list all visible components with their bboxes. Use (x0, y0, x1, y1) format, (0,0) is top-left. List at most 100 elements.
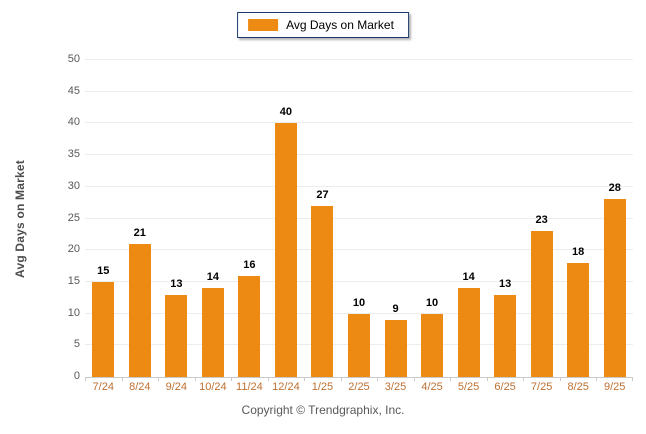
bar-cell: 15 (85, 60, 122, 377)
x-tick (304, 377, 306, 381)
x-tick-label: 7/24 (92, 381, 114, 393)
x-tick (85, 377, 86, 381)
bar (347, 313, 370, 377)
bar (530, 231, 553, 377)
bar (567, 262, 590, 377)
bar-value-label: 9 (392, 302, 399, 315)
x-tick (121, 377, 123, 381)
bar-value-label: 40 (279, 106, 293, 119)
gridline (85, 185, 633, 187)
y-tick-label: 20 (67, 243, 80, 256)
bar-cell: 40 (268, 60, 305, 377)
bar-cell: 10 (341, 60, 378, 377)
x-tick-label: 7/25 (530, 381, 553, 393)
bar-series: 15 21 13 14 16 40 27 10 9 10 14 13 23 18 28 (85, 60, 633, 377)
x-tick (377, 377, 379, 381)
bar-cell: 16 (231, 60, 268, 377)
legend-label: Avg Days on Market (286, 18, 394, 32)
bar-value-label: 10 (425, 296, 439, 309)
y-tick-label: 10 (67, 306, 80, 319)
bar (311, 205, 334, 377)
y-tick-label: 25 (67, 211, 80, 224)
bar-cell: 18 (560, 60, 597, 377)
y-tick-label: 50 (67, 53, 80, 65)
x-tick (486, 377, 488, 381)
gridline (85, 59, 633, 60)
legend: Avg Days on Market (237, 12, 409, 38)
gridline (85, 217, 633, 219)
bar (274, 123, 297, 377)
y-tick-label: 35 (67, 148, 80, 161)
bar-value-label: 14 (462, 271, 475, 284)
bar-value-label: 23 (535, 214, 548, 227)
y-tick-label: 0 (73, 370, 80, 382)
gridline (85, 249, 633, 251)
bar-cell: 9 (377, 60, 414, 377)
x-tick (450, 377, 452, 381)
bar (603, 199, 626, 377)
x-tick-label: 9/25 (603, 381, 626, 393)
x-tick (596, 377, 598, 381)
x-tick (231, 377, 233, 381)
gridline (85, 312, 633, 314)
x-tick-label: 2/25 (348, 381, 370, 393)
x-tick (413, 377, 415, 381)
x-tick-label: 11/24 (236, 381, 263, 393)
plot-area: 0 5 10 15 20 25 30 35 40 45 50 15 21 13 14 16 40 27 10 9 10… (68, 53, 633, 382)
y-tick-label: 45 (67, 84, 80, 97)
bar-value-label: 13 (170, 277, 183, 290)
bar (201, 288, 224, 377)
bar-value-label: 15 (97, 264, 110, 277)
bar (421, 313, 444, 377)
bar-value-label: 16 (243, 258, 256, 271)
bar-cell: 10 (414, 60, 451, 377)
y-axis-title: Avg Days on Market (13, 160, 27, 278)
bar (165, 294, 188, 377)
x-tick (632, 377, 633, 381)
bar-value-label: 10 (352, 296, 366, 309)
bar-value-label: 28 (608, 182, 621, 195)
x-tick-label: 8/24 (129, 381, 151, 393)
x-tick (340, 377, 342, 381)
gridline (85, 280, 633, 282)
x-tick-label: 9/24 (165, 381, 188, 393)
bar (457, 288, 480, 377)
bar (494, 294, 517, 377)
x-tick-label: 6/25 (494, 381, 516, 393)
x-tick-label: 12/24 (272, 381, 300, 393)
bar-cell: 13 (487, 60, 524, 377)
x-tick-label: 1/25 (311, 381, 334, 393)
x-tick (523, 377, 525, 381)
gridline (85, 90, 633, 92)
bar-value-label: 18 (572, 245, 585, 258)
bar (128, 243, 151, 377)
bar-value-label: 14 (206, 271, 219, 284)
x-axis-labels: 7/24 8/24 9/24 10/24 11/24 12/24 1/25 2/25 3/25 4… (85, 381, 633, 393)
bar-cell: 14 (450, 60, 487, 377)
bar-value-label: 27 (316, 188, 329, 201)
y-tick-label: 40 (67, 116, 80, 129)
bar-value-label: 21 (133, 226, 146, 239)
x-tick-label: 3/25 (384, 381, 407, 393)
bar-cell: 28 (596, 60, 633, 377)
bar-value-label: 13 (498, 277, 512, 290)
y-tick-label: 15 (67, 274, 80, 287)
copyright-text: Copyright © Trendgraphix, Inc. (241, 403, 405, 417)
bar-cell: 23 (523, 60, 560, 377)
bar (384, 319, 407, 377)
y-tick-label: 5 (73, 338, 80, 351)
bar (92, 281, 115, 377)
x-tick-label: 8/25 (567, 381, 589, 393)
x-tick (267, 377, 269, 381)
bar-cell: 14 (195, 60, 232, 377)
x-tick-label: 10/24 (199, 381, 227, 393)
x-tick-label: 4/25 (421, 381, 443, 393)
x-tick-label: 5/25 (457, 381, 480, 393)
bar (238, 275, 261, 377)
legend-swatch (248, 19, 279, 31)
x-tick (559, 377, 561, 381)
bar-cell: 27 (304, 60, 341, 377)
x-tick (158, 377, 160, 381)
x-tick (194, 377, 196, 381)
